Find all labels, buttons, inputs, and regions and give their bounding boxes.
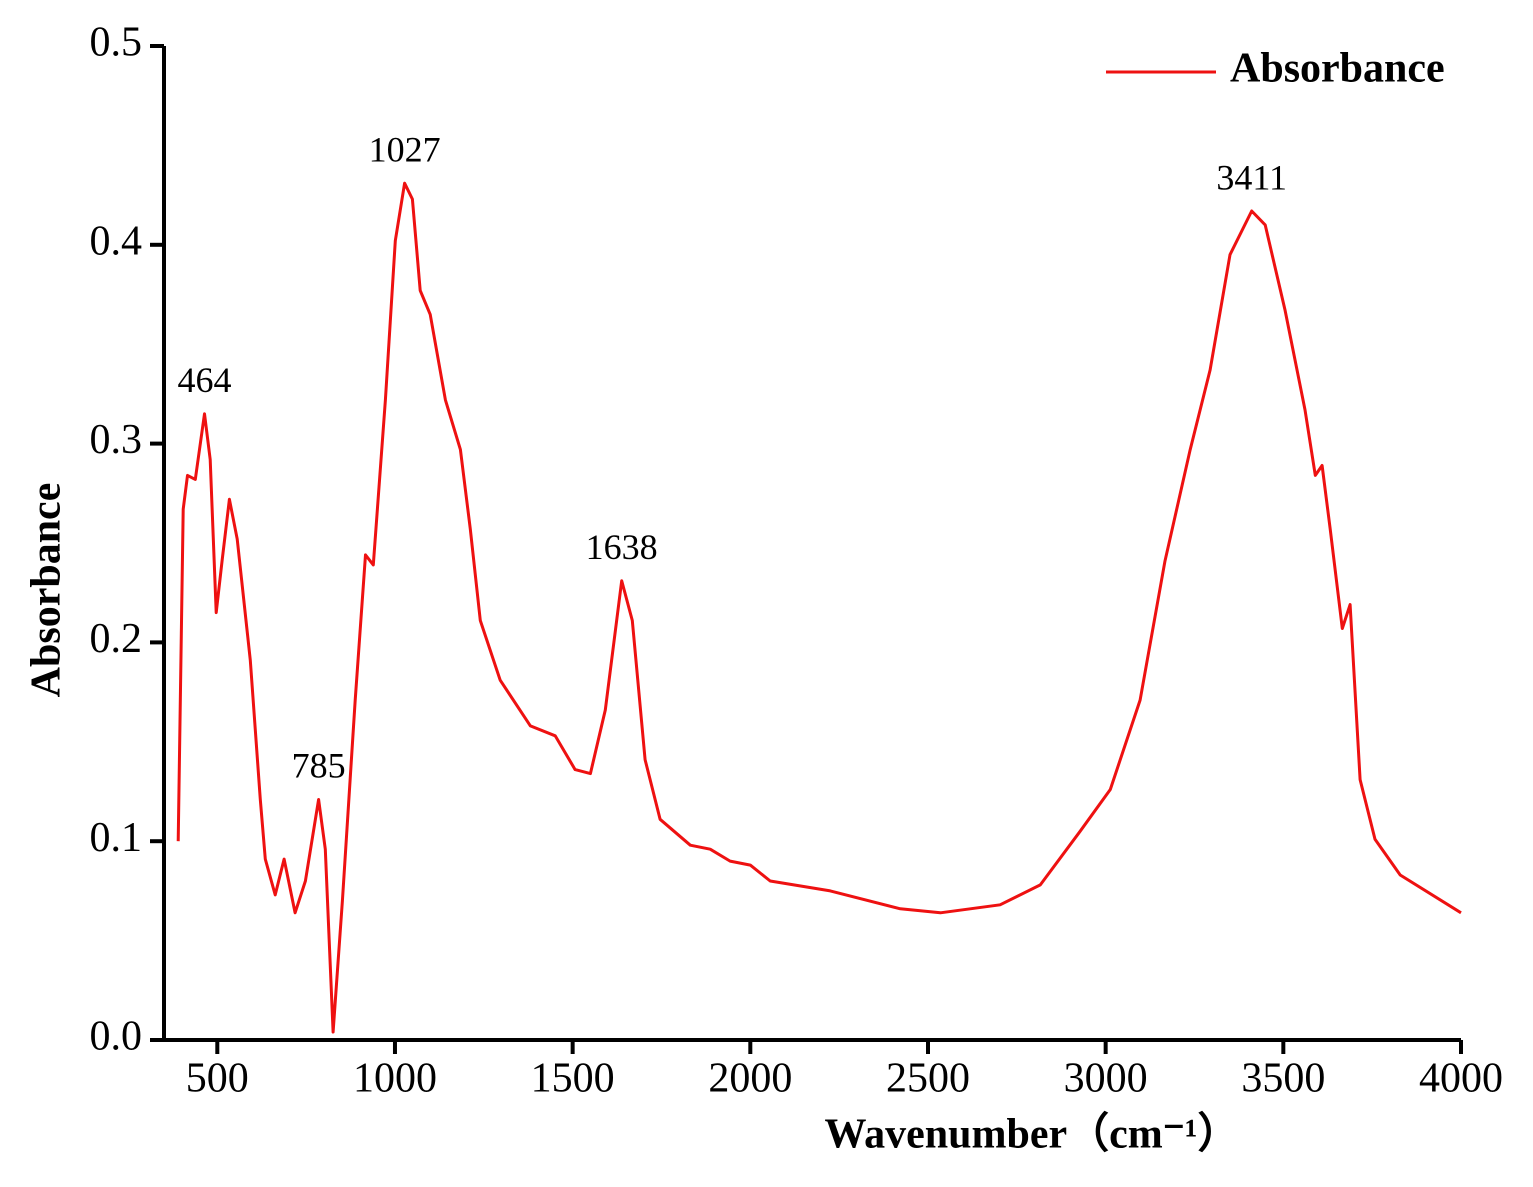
peak-label: 1638 xyxy=(586,527,658,567)
legend-label: Absorbance xyxy=(1230,46,1445,92)
x-tick-label: 3500 xyxy=(1241,1056,1325,1102)
y-tick-label: 0.3 xyxy=(90,417,143,463)
x-tick-label: 2500 xyxy=(886,1056,970,1102)
y-tick-label: 0.1 xyxy=(90,815,143,861)
x-axis-label: Wavenumber（cm⁻¹） xyxy=(824,1111,1239,1158)
y-axis-label: Absorbance xyxy=(24,483,70,698)
peak-label: 464 xyxy=(178,360,232,400)
x-tick-label: 4000 xyxy=(1419,1056,1503,1102)
line xyxy=(176,181,1462,1034)
y-tick-label: 0.2 xyxy=(90,616,143,662)
x-tick-label: 1500 xyxy=(531,1056,615,1102)
x-tick-label: 3000 xyxy=(1064,1056,1148,1102)
x-tick-label: 2000 xyxy=(708,1056,792,1102)
peak-label: 785 xyxy=(292,746,346,786)
y-tick-label: 0.4 xyxy=(90,218,143,264)
peak-label: 1027 xyxy=(369,129,441,169)
y-tick-label: 0.0 xyxy=(90,1014,143,1060)
y-tick-label: 0.5 xyxy=(90,20,143,66)
x-tick-label: 1000 xyxy=(353,1056,437,1102)
peak-label: 3411 xyxy=(1216,157,1287,197)
x-tick-label: 500 xyxy=(186,1056,249,1102)
